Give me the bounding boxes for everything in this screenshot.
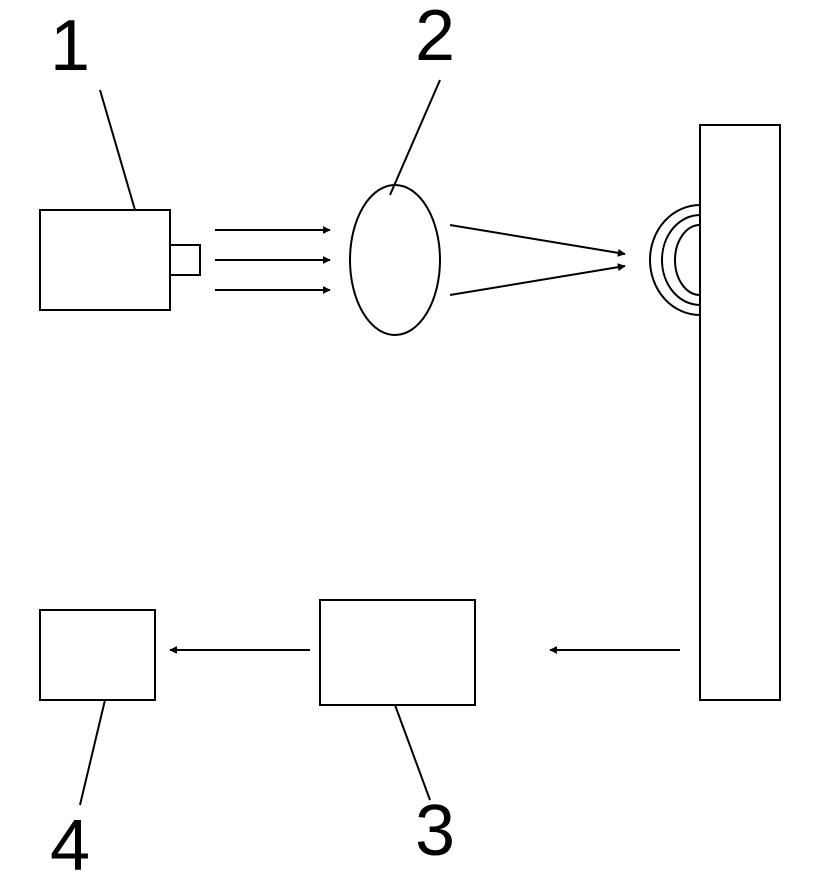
lens: [350, 185, 440, 335]
label-four: 4: [50, 806, 90, 886]
target-slab: [700, 125, 780, 700]
block-3: [320, 600, 475, 705]
leader-three: [395, 705, 430, 800]
target-arc-1: [662, 215, 700, 305]
label-two: 2: [415, 0, 455, 76]
converge-arrow-1: [450, 266, 625, 295]
leader-two: [390, 80, 440, 195]
leader-four: [80, 700, 105, 805]
device-body: [40, 210, 170, 310]
device-nub: [170, 245, 200, 275]
converge-arrow-0: [450, 225, 625, 254]
leader-one: [100, 90, 135, 210]
block-4: [40, 610, 155, 700]
target-arc-0: [675, 225, 700, 295]
label-one: 1: [50, 6, 90, 86]
label-three: 3: [415, 791, 455, 871]
